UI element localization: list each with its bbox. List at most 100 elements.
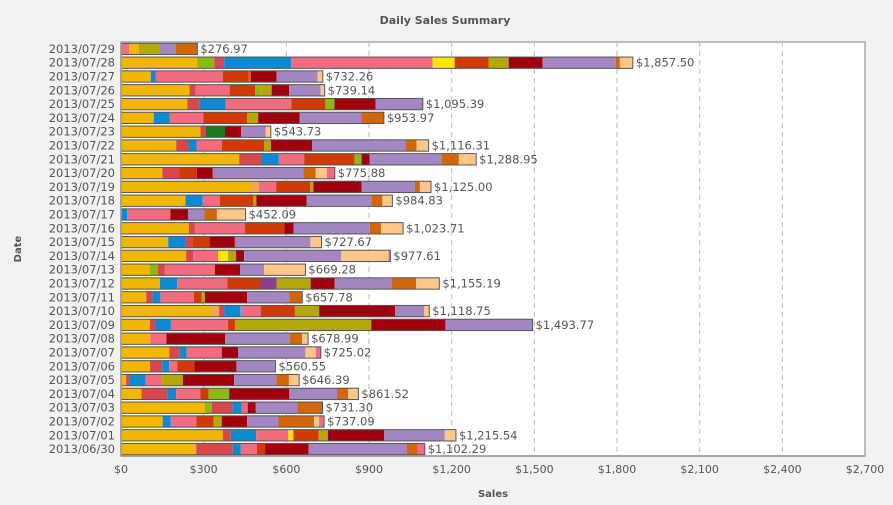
x-tick-label: $2,700 [846,463,885,476]
bar-segment [121,167,163,179]
bar-segment [157,264,165,276]
bar-row [120,346,322,359]
bar-segment [417,443,425,455]
bar-segment [169,360,178,372]
bar-segment [260,84,272,96]
bar-segment [195,84,230,96]
x-tick-label: $300 [190,463,218,476]
bar-segment [121,429,223,441]
data-label: $276.97 [200,42,248,56]
bar-segment [127,208,171,221]
bar-row [120,139,430,152]
bar-segment [121,346,170,359]
bar-segment [162,360,170,372]
bar-segment [406,443,418,455]
x-tick-label: $1,800 [598,463,637,476]
bar-segment [121,305,212,317]
bar-segment [121,208,128,221]
data-label: $1,102.29 [428,442,487,456]
bar-segment [310,277,335,290]
bar-row [120,401,324,414]
bar-segment [271,84,290,96]
bar-segment [314,415,320,428]
bar-row [120,194,393,207]
bar-segment [121,57,198,69]
bar-segment [200,126,206,138]
bar-segment [150,70,156,83]
bar-segment [121,291,147,303]
bar-segment [185,195,203,207]
bar-segment [265,443,309,455]
bar-row [120,442,426,456]
y-tick-label: 2013/07/17 [49,208,115,222]
bar-segment [312,139,406,152]
data-label: $1,493.77 [536,318,595,332]
data-label: $1,155.19 [442,277,501,291]
bar-segment [310,236,322,248]
bar-segment [153,112,170,124]
bar-segment [232,443,241,455]
bar-row [120,235,323,249]
bar-segment [419,181,431,193]
y-tick-label: 2013/07/02 [49,415,115,429]
bar-segment [293,429,319,441]
bar-row [120,429,457,442]
y-tick-label: 2013/07/27 [49,70,115,84]
bar-segment [341,250,389,262]
bar-segment [221,139,264,152]
data-labels: $276.97$1,857.50$732.26$739.14$1,095.39$… [200,42,694,456]
bar-segment [188,139,197,152]
y-tick-label: 2013/07/29 [49,42,115,56]
bar-segment [225,98,292,110]
bar-segment [236,360,276,372]
y-tick-label: 2013/07/16 [49,221,115,235]
y-tick-label: 2013/07/23 [49,125,115,139]
bar-row [120,56,634,69]
bar-segment [121,70,151,83]
bar-segment [179,346,187,359]
bar-segment [150,333,167,345]
bar-segment [348,388,359,400]
bar-segment [337,388,349,400]
bar-segment [306,195,372,207]
bar-segment [263,139,271,152]
bar-segment [152,291,161,303]
bar-row [120,180,432,194]
bar-segment [177,277,228,290]
y-tick-label: 2013/07/14 [49,249,115,263]
bar-segment [196,139,222,152]
bar-segment [121,84,190,96]
bar-segment [619,57,633,69]
data-label: $984.83 [395,194,443,208]
bar-segment [542,57,616,69]
bar-segment [192,236,210,248]
bar-segment [615,57,620,69]
bar-row [120,208,247,221]
bar-segment [121,222,189,234]
bar-row [120,153,477,166]
bar-segment [121,402,206,414]
bar-segment [327,429,385,441]
bar-segment [310,181,314,193]
bar-segment [121,415,163,428]
bar-row [120,84,326,97]
x-tick-label: $0 [114,463,128,476]
bar-segment [121,126,201,138]
bar-row [120,42,198,56]
bar-segment [239,264,265,276]
bar-segment [369,153,442,165]
bar-segment [247,291,290,303]
bar-segment [241,126,266,138]
bar-segment [315,346,321,359]
bar-segment [361,153,370,165]
y-tick-label: 2013/07/10 [49,304,115,318]
bar-segment [248,70,251,83]
bar-segment [168,236,186,248]
bar-segment [289,333,302,345]
bar-segment [121,277,161,290]
data-label: $1,023.71 [406,221,465,235]
bar-segment [305,346,316,359]
y-tick-label: 2013/07/07 [49,346,115,360]
bar-segment [169,112,204,124]
x-tick-label: $2,400 [763,463,802,476]
